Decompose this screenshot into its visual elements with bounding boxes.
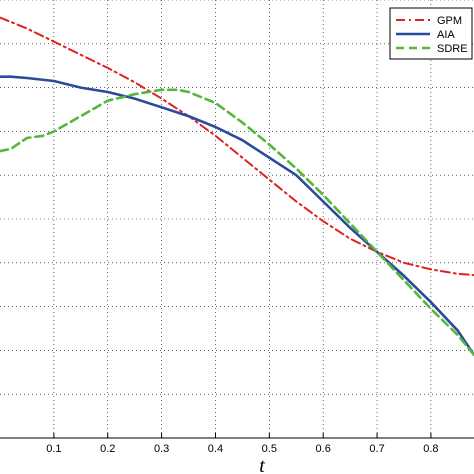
legend: GPM AIA SDRE xyxy=(389,7,473,60)
tick-label-layer: 0.1 0.2 0.3 0.4 0.5 0.6 0.7 0.8 xyxy=(46,443,438,455)
x-tick-label: 0.7 xyxy=(369,443,384,455)
series-line-sdre xyxy=(0,88,474,357)
x-tick-label: 0.1 xyxy=(46,443,61,455)
x-tick-label: 0.8 xyxy=(423,443,438,455)
series-layer xyxy=(0,16,474,357)
x-axis-title: t xyxy=(259,455,265,474)
axes-layer xyxy=(0,433,474,439)
x-tick-label: 0.3 xyxy=(154,443,169,455)
x-tick-label: 0.2 xyxy=(100,443,115,455)
series-line-aia xyxy=(0,75,474,357)
legend-label-sdre: SDRE xyxy=(437,43,468,55)
x-tick-label: 0.6 xyxy=(316,443,331,455)
x-tick-label: 0.5 xyxy=(262,443,277,455)
legend-label-gpm: GPM xyxy=(437,15,462,27)
legend-label-aia: AIA xyxy=(437,29,455,41)
series-line-gpm xyxy=(0,16,474,277)
x-tick-label: 0.4 xyxy=(208,443,223,455)
